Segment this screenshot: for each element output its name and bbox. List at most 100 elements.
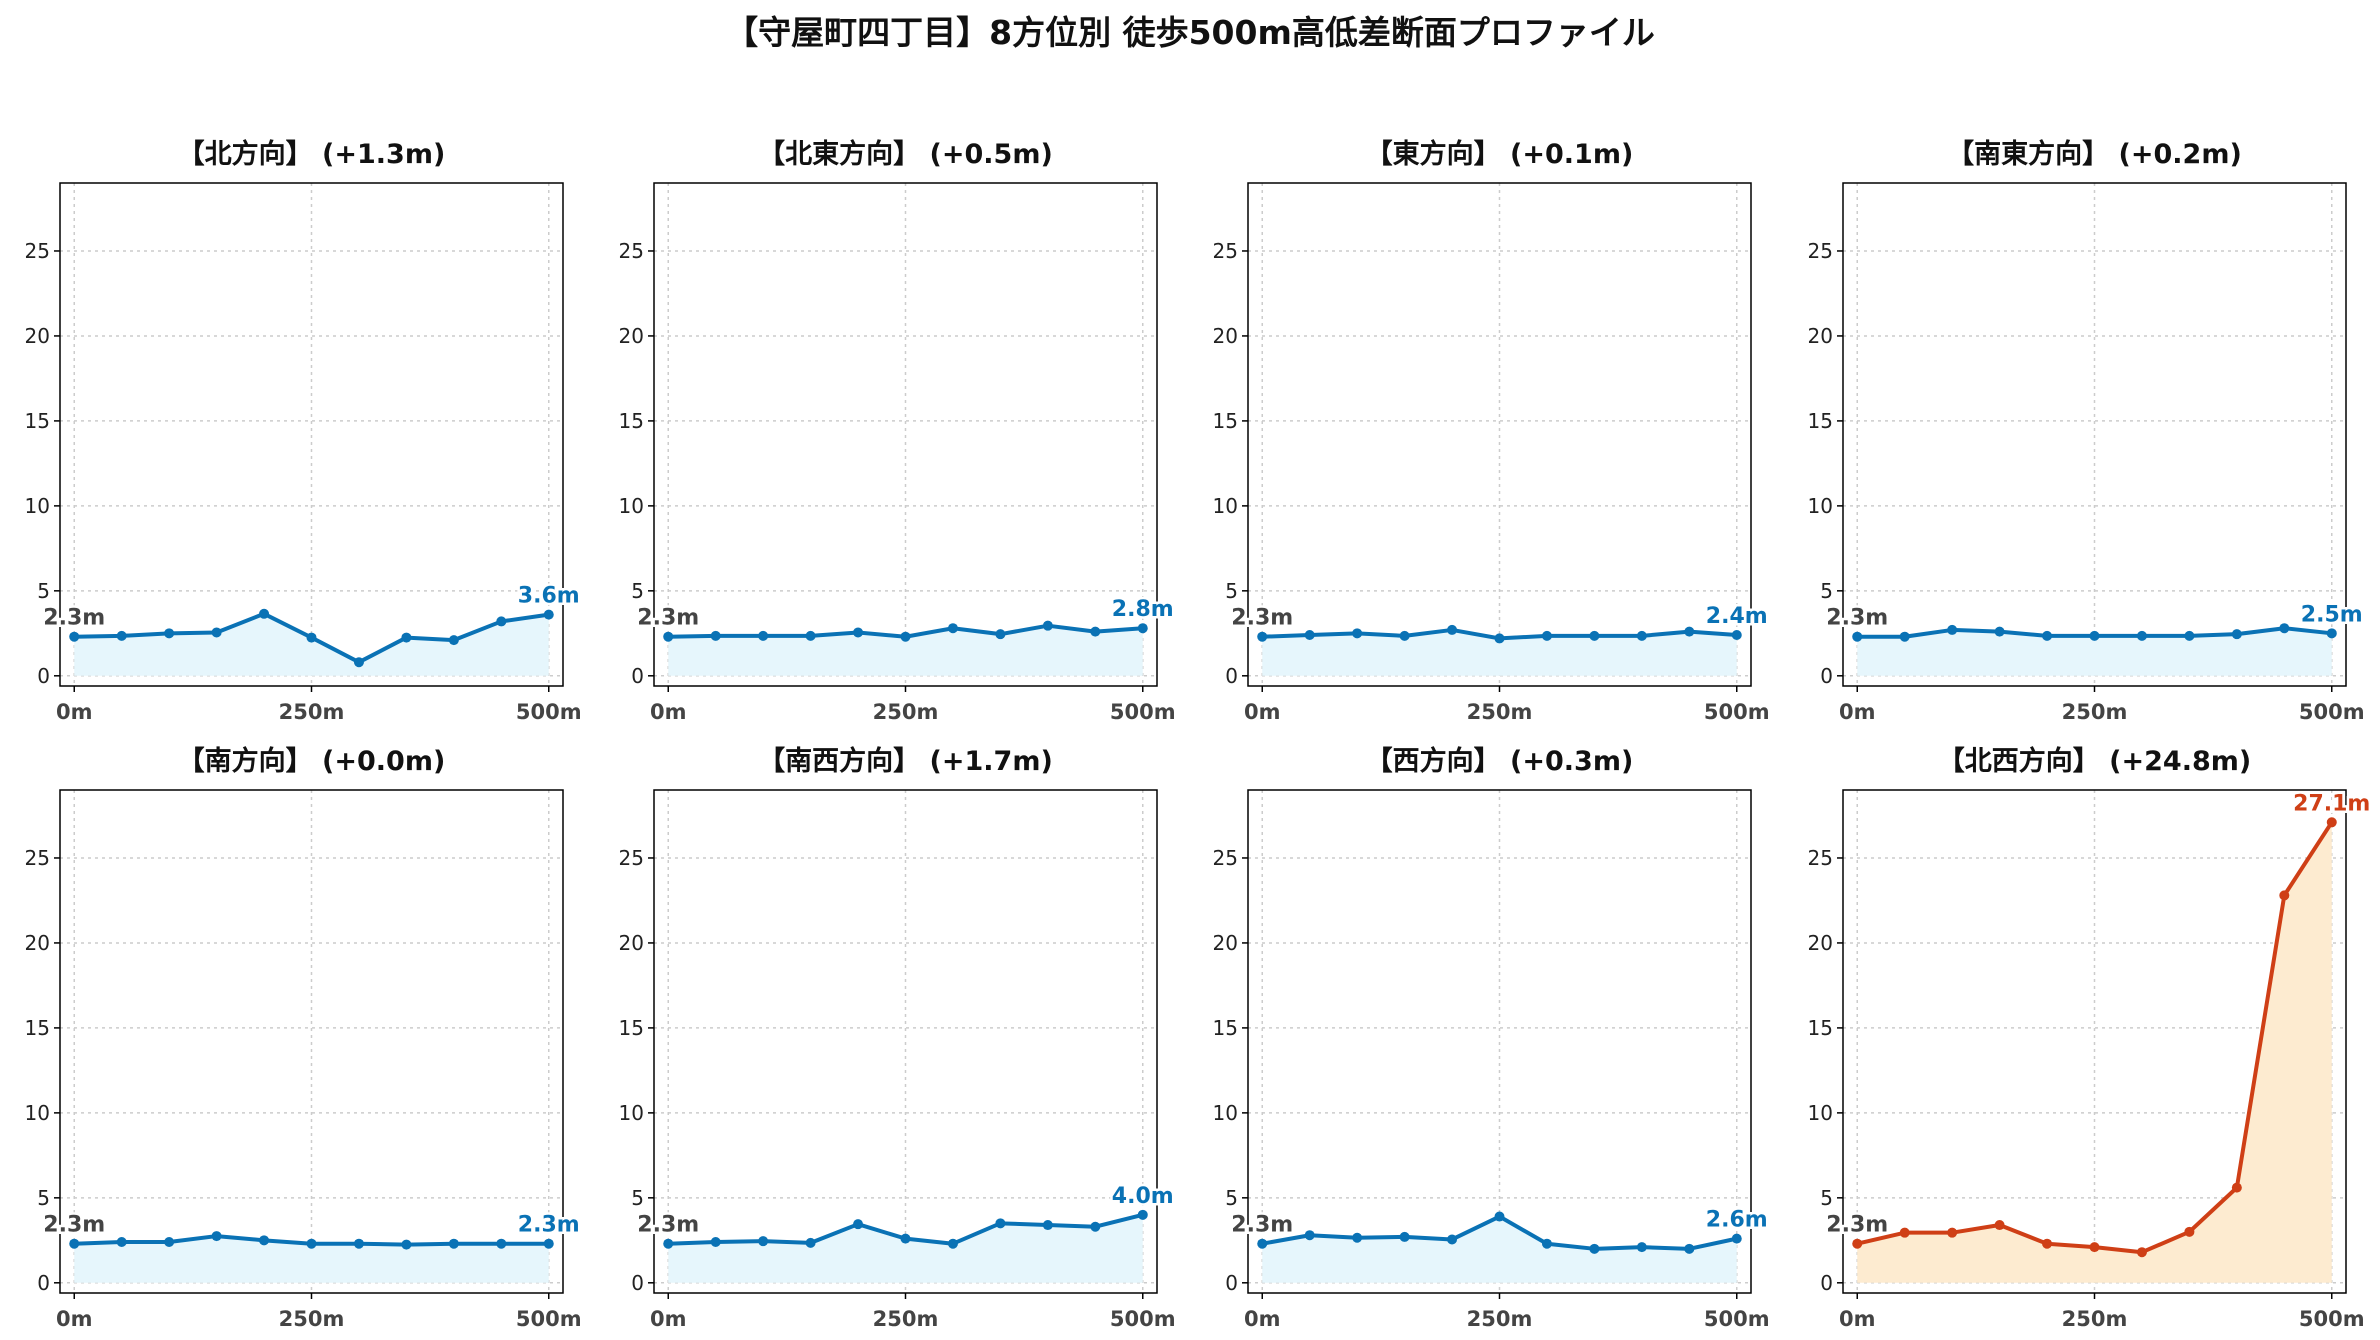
- y-tick-label: 20: [619, 931, 644, 955]
- y-tick-label: 15: [25, 1016, 50, 1040]
- data-point: [1994, 1220, 2005, 1231]
- y-tick-label: 25: [1213, 846, 1238, 870]
- data-point: [1042, 620, 1053, 631]
- y-tick-label: 20: [1808, 931, 1833, 955]
- x-tick-label: 0m: [650, 1307, 687, 1331]
- y-tick-label: 10: [25, 494, 50, 518]
- data-point: [1352, 1232, 1363, 1243]
- end-label: 27.1m: [2293, 791, 2370, 816]
- x-tick-label: 500m: [2299, 1307, 2365, 1331]
- y-tick-label: 0: [631, 664, 644, 688]
- start-label: 2.3m: [1826, 606, 1888, 631]
- data-point: [1399, 1231, 1410, 1242]
- data-point: [1541, 1238, 1552, 1249]
- data-point: [1257, 1238, 1268, 1249]
- end-label: 2.6m: [1706, 1208, 1768, 1233]
- data-point: [353, 657, 364, 668]
- start-label: 2.3m: [43, 1213, 105, 1238]
- data-point: [69, 631, 80, 642]
- x-tick-label: 500m: [1704, 700, 1770, 724]
- end-label: 3.6m: [518, 584, 580, 609]
- y-tick-label: 20: [1213, 931, 1238, 955]
- x-tick-label: 250m: [873, 1307, 939, 1331]
- data-point: [663, 1238, 674, 1249]
- y-tick-label: 0: [37, 1271, 50, 1295]
- end-label: 2.4m: [1706, 604, 1768, 629]
- y-tick-label: 10: [1808, 1101, 1833, 1125]
- x-tick-label: 250m: [279, 1307, 345, 1331]
- data-point: [1852, 1238, 1863, 1249]
- data-point: [1042, 1220, 1053, 1231]
- end-label: 4.0m: [1112, 1184, 1174, 1209]
- area-fill: [1857, 628, 2332, 676]
- x-tick-label: 0m: [1244, 700, 1281, 724]
- data-point: [1494, 1211, 1505, 1222]
- y-tick-label: 25: [619, 239, 644, 263]
- data-point: [2231, 1182, 2242, 1193]
- data-point: [116, 630, 127, 641]
- y-tick-label: 5: [631, 579, 644, 603]
- data-point: [543, 1238, 554, 1249]
- y-tick-label: 5: [37, 1186, 50, 1210]
- panel-title: 【北西方向】 (+24.8m): [1938, 745, 2251, 777]
- y-tick-label: 15: [1808, 1016, 1833, 1040]
- y-tick-label: 5: [1225, 579, 1238, 603]
- x-tick-label: 500m: [1110, 1307, 1176, 1331]
- y-tick-label: 0: [1225, 664, 1238, 688]
- data-point: [995, 1218, 1006, 1229]
- data-point: [1304, 630, 1315, 641]
- y-tick-label: 20: [25, 931, 50, 955]
- data-point: [306, 1238, 317, 1249]
- y-tick-label: 0: [37, 664, 50, 688]
- data-point: [448, 1238, 459, 1249]
- y-tick-label: 10: [1808, 494, 1833, 518]
- data-point: [496, 1238, 507, 1249]
- panel-title: 【南東方向】 (+0.2m): [1947, 138, 2242, 170]
- x-tick-label: 250m: [2062, 700, 2128, 724]
- data-point: [2279, 890, 2290, 901]
- panel-title: 【西方向】 (+0.3m): [1366, 745, 1634, 777]
- y-tick-label: 25: [25, 846, 50, 870]
- y-tick-label: 20: [619, 324, 644, 348]
- data-point: [2089, 630, 2100, 641]
- start-label: 2.3m: [1231, 1213, 1293, 1238]
- data-point: [1589, 1243, 1600, 1254]
- data-point: [164, 628, 175, 639]
- y-tick-label: 15: [619, 409, 644, 433]
- data-point: [710, 1237, 721, 1248]
- data-point: [1090, 626, 1101, 637]
- data-point: [947, 623, 958, 634]
- data-point: [69, 1238, 80, 1249]
- y-tick-label: 0: [631, 1271, 644, 1295]
- data-point: [211, 1231, 222, 1242]
- y-tick-label: 15: [619, 1016, 644, 1040]
- area-fill: [668, 625, 1143, 676]
- y-tick-label: 0: [1820, 664, 1833, 688]
- data-point: [1731, 630, 1742, 641]
- x-tick-label: 500m: [1110, 700, 1176, 724]
- data-point: [259, 608, 270, 619]
- panel-title: 【北方向】 (+1.3m): [178, 138, 446, 170]
- x-tick-label: 500m: [1704, 1307, 1770, 1331]
- y-tick-label: 0: [1820, 1271, 1833, 1295]
- x-tick-label: 0m: [1244, 1307, 1281, 1331]
- y-tick-label: 10: [619, 494, 644, 518]
- data-point: [1447, 624, 1458, 635]
- y-tick-label: 15: [1213, 1016, 1238, 1040]
- area-fill: [74, 1236, 549, 1283]
- x-tick-label: 500m: [516, 1307, 582, 1331]
- y-tick-label: 10: [25, 1101, 50, 1125]
- y-tick-label: 20: [25, 324, 50, 348]
- y-tick-label: 5: [1820, 1186, 1833, 1210]
- data-point: [2042, 1238, 2053, 1249]
- x-tick-label: 0m: [56, 700, 93, 724]
- start-label: 2.3m: [1231, 606, 1293, 631]
- data-point: [259, 1235, 270, 1246]
- x-tick-label: 250m: [2062, 1307, 2128, 1331]
- start-label: 2.3m: [637, 606, 699, 631]
- data-point: [2042, 630, 2053, 641]
- data-point: [1947, 1227, 1958, 1238]
